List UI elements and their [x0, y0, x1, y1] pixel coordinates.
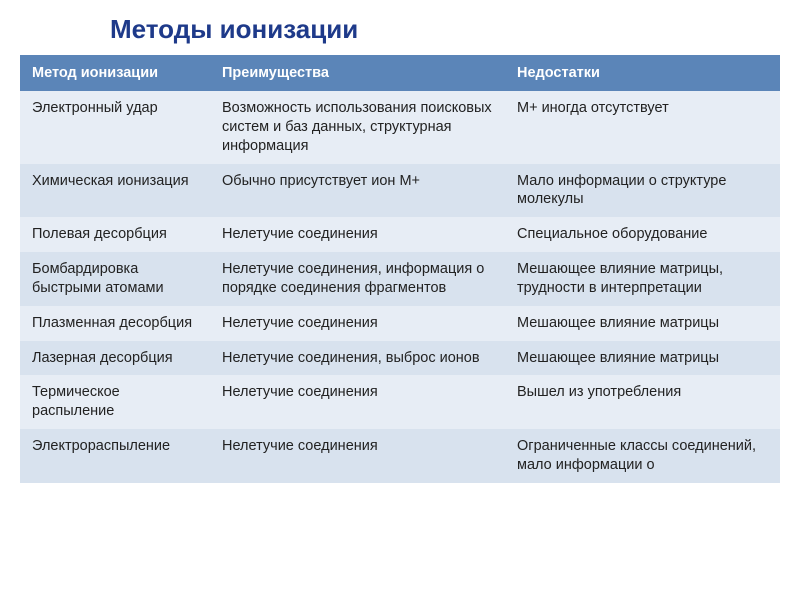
- col-header-drawbacks: Недостатки: [505, 55, 780, 91]
- table-row: Лазерная десорбция Нелетучие соединения,…: [20, 341, 780, 376]
- table-row: Электронный удар Возможность использован…: [20, 91, 780, 164]
- cell-advantages: Обычно присутствует ион М+: [210, 164, 505, 218]
- cell-advantages: Нелетучие соединения: [210, 429, 505, 483]
- cell-drawbacks: Мало информации о структуре молекулы: [505, 164, 780, 218]
- cell-method: Химическая ионизация: [20, 164, 210, 218]
- page-title: Методы ионизации: [0, 0, 800, 55]
- ionization-methods-table: Метод ионизации Преимущества Недостатки …: [20, 55, 780, 483]
- table-row: Плазменная десорбция Нелетучие соединени…: [20, 306, 780, 341]
- cell-drawbacks: Ограниченные классы соединений, мало инф…: [505, 429, 780, 483]
- table-row: Химическая ионизация Обычно присутствует…: [20, 164, 780, 218]
- table-row: Электрораспыление Нелетучие соединения О…: [20, 429, 780, 483]
- cell-drawbacks: Мешающее влияние матрицы: [505, 306, 780, 341]
- table-row: Термическое распыление Нелетучие соедине…: [20, 375, 780, 429]
- cell-advantages: Нелетучие соединения: [210, 217, 505, 252]
- table-header-row: Метод ионизации Преимущества Недостатки: [20, 55, 780, 91]
- cell-drawbacks: Мешающее влияние матрицы, трудности в ин…: [505, 252, 780, 306]
- cell-drawbacks: Мешающее влияние матрицы: [505, 341, 780, 376]
- cell-method: Лазерная десорбция: [20, 341, 210, 376]
- cell-method: Электронный удар: [20, 91, 210, 164]
- cell-method: Бомбардировка быстрыми атомами: [20, 252, 210, 306]
- cell-advantages: Нелетучие соединения, выброс ионов: [210, 341, 505, 376]
- cell-advantages: Нелетучие соединения: [210, 306, 505, 341]
- col-header-method: Метод ионизации: [20, 55, 210, 91]
- cell-advantages: Нелетучие соединения, информация о поряд…: [210, 252, 505, 306]
- cell-method: Термическое распыление: [20, 375, 210, 429]
- cell-advantages: Возможность использования поисковых сист…: [210, 91, 505, 164]
- table-row: Бомбардировка быстрыми атомами Нелетучие…: [20, 252, 780, 306]
- cell-drawbacks: Вышел из употребления: [505, 375, 780, 429]
- cell-advantages: Нелетучие соединения: [210, 375, 505, 429]
- cell-drawbacks: М+ иногда отсутствует: [505, 91, 780, 164]
- table-row: Полевая десорбция Нелетучие соединения С…: [20, 217, 780, 252]
- cell-method: Полевая десорбция: [20, 217, 210, 252]
- cell-method: Электрораспыление: [20, 429, 210, 483]
- cell-method: Плазменная десорбция: [20, 306, 210, 341]
- cell-drawbacks: Специальное оборудование: [505, 217, 780, 252]
- col-header-advantages: Преимущества: [210, 55, 505, 91]
